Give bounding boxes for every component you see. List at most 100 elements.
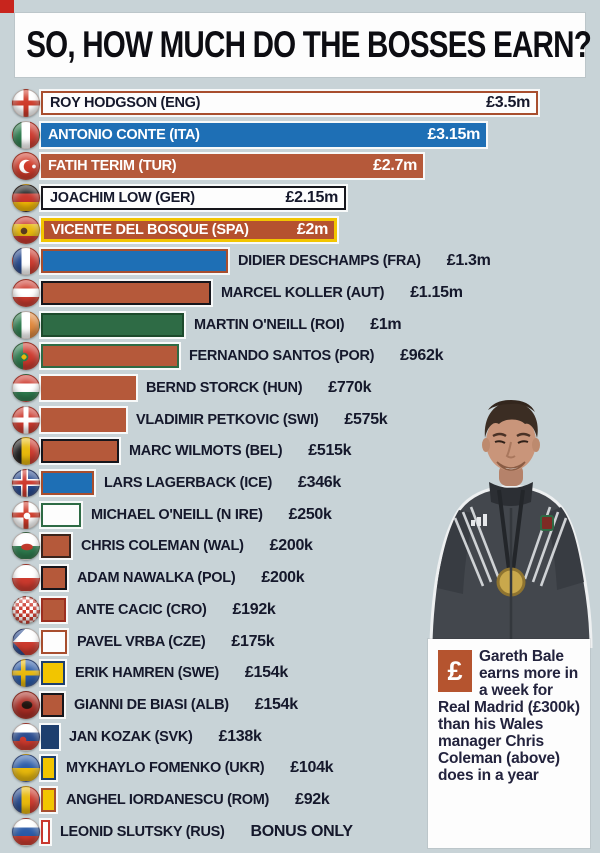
manager-label: DIDIER DESCHAMPS (FRA)	[238, 253, 421, 270]
salary-value: £192k	[232, 600, 276, 618]
chart-row: JOACHIM LOW (GER) £2.15m	[12, 182, 538, 214]
manager-label: LEONID SLUTSKY (RUS)	[60, 823, 225, 840]
manager-label: ANGHEL IORDANESCU (ROM)	[66, 791, 270, 808]
salary-bar	[41, 439, 119, 464]
tur-flag-icon	[12, 152, 40, 181]
salary-bar	[41, 597, 66, 622]
manager-label: GIANNI DE BIASI (ALB)	[74, 696, 229, 713]
salary-bar	[41, 502, 81, 527]
swe-flag-icon	[12, 659, 40, 688]
hun-flag-icon	[12, 374, 40, 403]
chart-row: ADAM NAWALKA (POL) £200k	[12, 562, 538, 594]
salary-bar	[41, 724, 59, 749]
manager-label: MARTIN O'NEILL (ROI)	[194, 316, 345, 333]
chart-row: ANGHEL IORDANESCU (ROM) £92k	[12, 784, 538, 816]
salary-value: £175k	[231, 632, 275, 650]
salary-bar: VICENTE DEL BOSQUE (SPA) £2m	[41, 217, 337, 242]
salary-value: £1.15m	[410, 283, 463, 301]
salary-bar	[41, 344, 179, 369]
caption-box: £ Gareth Bale earns more in a week for R…	[428, 639, 590, 848]
salary-bar	[41, 471, 94, 496]
chart-row: CHRIS COLEMAN (WAL) £200k	[12, 531, 538, 563]
salary-bar	[41, 376, 136, 401]
manager-label: MARCEL KOLLER (AUT)	[221, 284, 385, 301]
salary-value: £346k	[298, 474, 341, 492]
salary-bar	[41, 249, 228, 274]
salary-bar	[41, 280, 211, 305]
chart-row: MICHAEL O'NEILL (N IRE) £250k	[12, 499, 538, 531]
chart-row: ERIK HAMREN (SWE) £154k	[12, 657, 538, 689]
salary-bar: ROY HODGSON (ENG) £3.5m	[41, 90, 538, 115]
wal-flag-icon	[12, 532, 40, 561]
roi-flag-icon	[12, 310, 40, 339]
salary-bar	[41, 534, 71, 559]
salary-value: £2m	[296, 220, 328, 238]
page-title: SO, HOW MUCH DO THE BOSSES EARN?	[26, 24, 592, 65]
chart-row: VICENTE DEL BOSQUE (SPA) £2m	[12, 214, 538, 246]
chart-row: MARC WILMOTS (BEL) £515k	[12, 436, 538, 468]
salary-bar: ANTONIO CONTE (ITA) £3.15m	[41, 122, 486, 147]
salary-value: BONUS ONLY	[250, 822, 354, 840]
pol-flag-icon	[12, 564, 40, 593]
manager-label: JAN KOZAK (SVK)	[69, 728, 193, 745]
manager-label: BERND STORCK (HUN)	[146, 380, 303, 397]
salary-value: £92k	[295, 790, 330, 808]
manager-label: MYKHAYLO FOMENKO (UKR)	[66, 760, 265, 777]
salary-value: £138k	[218, 727, 262, 745]
red-corner-mark	[0, 0, 14, 13]
manager-label: FERNANDO SANTOS (POR)	[189, 348, 375, 365]
salary-value: £200k	[269, 537, 313, 555]
manager-label: CHRIS COLEMAN (WAL)	[81, 538, 244, 555]
chart-row: FERNANDO SANTOS (POR) £962k	[12, 341, 538, 373]
salary-value: £515k	[308, 442, 352, 460]
salary-value: £200k	[261, 569, 305, 587]
title-banner: SO, HOW MUCH DO THE BOSSES EARN?	[15, 13, 592, 77]
ukr-flag-icon	[12, 754, 40, 783]
swi-flag-icon	[12, 405, 40, 434]
salary-bar	[41, 629, 67, 654]
bars-list: ROY HODGSON (ENG) £3.5m ANTONIO CONTE (IT…	[12, 87, 538, 848]
manager-label: ERIK HAMREN (SWE)	[75, 665, 219, 682]
salary-value: £1m	[370, 315, 402, 333]
bel-flag-icon	[12, 437, 40, 466]
chart-row: BERND STORCK (HUN) £770k	[12, 372, 538, 404]
manager-label: LARS LAGERBACK (ICE)	[104, 475, 272, 492]
spa-flag-icon	[12, 215, 40, 244]
manager-label: VLADIMIR PETKOVIC (SWI)	[136, 411, 319, 428]
salary-value: £154k	[254, 695, 298, 713]
salary-value: £250k	[288, 505, 332, 523]
salary-bar	[41, 692, 64, 717]
manager-label: VICENTE DEL BOSQUE (SPA)	[51, 221, 249, 238]
rom-flag-icon	[12, 785, 40, 814]
chart-row: LARS LAGERBACK (ICE) £346k	[12, 467, 538, 499]
salary-bar	[41, 312, 184, 337]
salary-bar	[41, 756, 56, 781]
salary-value: £770k	[328, 379, 372, 397]
chart-row: GIANNI DE BIASI (ALB) £154k	[12, 689, 538, 721]
cze-flag-icon	[12, 627, 40, 656]
chart-row: ROY HODGSON (ENG) £3.5m	[12, 87, 538, 119]
salary-value: £3.5m	[486, 93, 530, 111]
salary-bar	[41, 787, 56, 812]
salary-bar: FATIH TERIM (TUR) £2.7m	[41, 154, 423, 179]
cro-flag-icon	[12, 595, 40, 624]
chart-row: PAVEL VRBA (CZE) £175k	[12, 626, 538, 658]
fra-flag-icon	[12, 247, 40, 276]
chart-row: FATIH TERIM (TUR) £2.7m	[12, 150, 538, 182]
salary-bar	[41, 407, 126, 432]
manager-label: ANTONIO CONTE (ITA)	[48, 126, 200, 143]
caption-text: Gareth Bale earns more in a week for Rea…	[438, 648, 580, 785]
manager-label: ROY HODGSON (ENG)	[50, 94, 201, 111]
ita-flag-icon	[12, 120, 40, 149]
manager-label: ADAM NAWALKA (POL)	[77, 570, 236, 587]
chart-row: MARTIN O'NEILL (ROI) £1m	[12, 309, 538, 341]
manager-label: JOACHIM LOW (GER)	[50, 189, 195, 206]
chart-row: LEONID SLUTSKY (RUS) BONUS ONLY	[12, 816, 538, 848]
salary-value: £3.15m	[427, 125, 481, 143]
salary-bar	[41, 661, 65, 686]
chart-row: JAN KOZAK (SVK) £138k	[12, 721, 538, 753]
nir-flag-icon	[12, 500, 40, 529]
chart-row: ANTE CACIC (CRO) £192k	[12, 594, 538, 626]
salary-bar	[41, 566, 67, 591]
